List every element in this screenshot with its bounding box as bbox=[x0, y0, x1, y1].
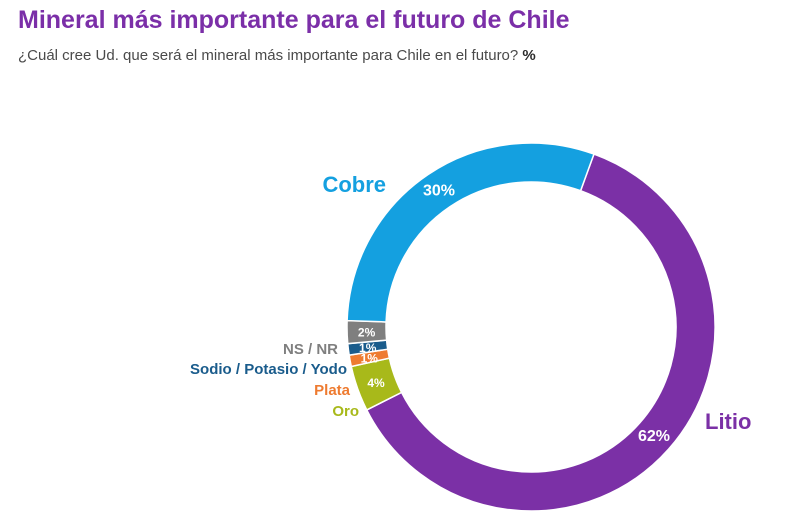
category-label-oro: Oro bbox=[332, 403, 359, 420]
value-label-oro: 4% bbox=[367, 376, 385, 390]
chart-subtitle: ¿Cuál cree Ud. que será el mineral más i… bbox=[18, 47, 536, 64]
category-label-ns-nr: NS / NR bbox=[283, 341, 338, 358]
value-label-plata: 1% bbox=[361, 351, 379, 365]
slice-litio bbox=[365, 153, 716, 512]
slice-cobre bbox=[346, 142, 595, 323]
value-label-litio: 62% bbox=[638, 428, 670, 445]
subtitle-question: ¿Cuál cree Ud. que será el mineral más i… bbox=[18, 47, 519, 64]
chart-title: Mineral más importante para el futuro de… bbox=[18, 6, 570, 34]
value-label-ns-nr: 2% bbox=[358, 326, 376, 340]
category-label-cobre: Cobre bbox=[322, 172, 386, 197]
value-label-sodio-potasio-yodo: 1% bbox=[359, 341, 377, 355]
subtitle-unit: % bbox=[522, 47, 536, 64]
category-label-plata: Plata bbox=[314, 382, 351, 399]
category-label-litio: Litio bbox=[705, 409, 751, 434]
category-label-sodio-potasio-yodo: Sodio / Potasio / Yodo bbox=[190, 361, 347, 378]
value-label-cobre: 30% bbox=[423, 183, 455, 200]
